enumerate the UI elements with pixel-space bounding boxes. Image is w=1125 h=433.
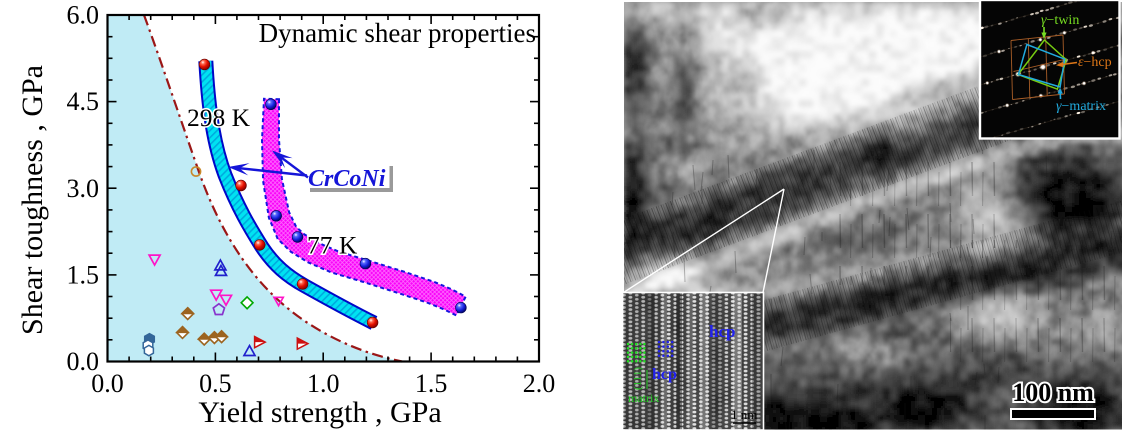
svg-text:hcp: hcp [709, 322, 735, 341]
svg-text:0.5: 0.5 [199, 369, 232, 398]
svg-text:3.0: 3.0 [67, 174, 100, 203]
svg-text:298 K: 298 K [187, 103, 251, 132]
svg-text:(111): (111) [632, 367, 644, 390]
svg-text:1 nm: 1 nm [731, 407, 757, 422]
svg-text:1.0: 1.0 [307, 369, 340, 398]
svg-text:77 K: 77 K [307, 231, 358, 260]
svg-text:Yield strength , GPa: Yield strength , GPa [198, 396, 441, 429]
svg-text:Shear toughness , GPa: Shear toughness , GPa [16, 65, 49, 335]
svg-text:Dynamic shear properties: Dynamic shear properties [259, 18, 536, 48]
svg-text:CrCoNi: CrCoNi [308, 166, 386, 192]
svg-text:1.5: 1.5 [67, 261, 100, 290]
svg-text:4.5: 4.5 [67, 87, 100, 116]
svg-text:0.0: 0.0 [67, 347, 100, 376]
svg-text:γ−matrix: γ−matrix [1056, 99, 1106, 114]
svg-text:2.0: 2.0 [523, 369, 556, 398]
svg-text:matrix: matrix [628, 391, 659, 405]
svg-text:6.0: 6.0 [67, 1, 100, 30]
svg-text:γ−twin: γ−twin [1041, 13, 1079, 28]
svg-text:hcp: hcp [652, 366, 677, 383]
svg-text:1.5: 1.5 [415, 369, 448, 398]
svg-text:100 nm: 100 nm [1012, 378, 1094, 407]
svg-text:0.0: 0.0 [91, 369, 124, 398]
svg-text:ε−hcp: ε−hcp [1078, 55, 1112, 70]
